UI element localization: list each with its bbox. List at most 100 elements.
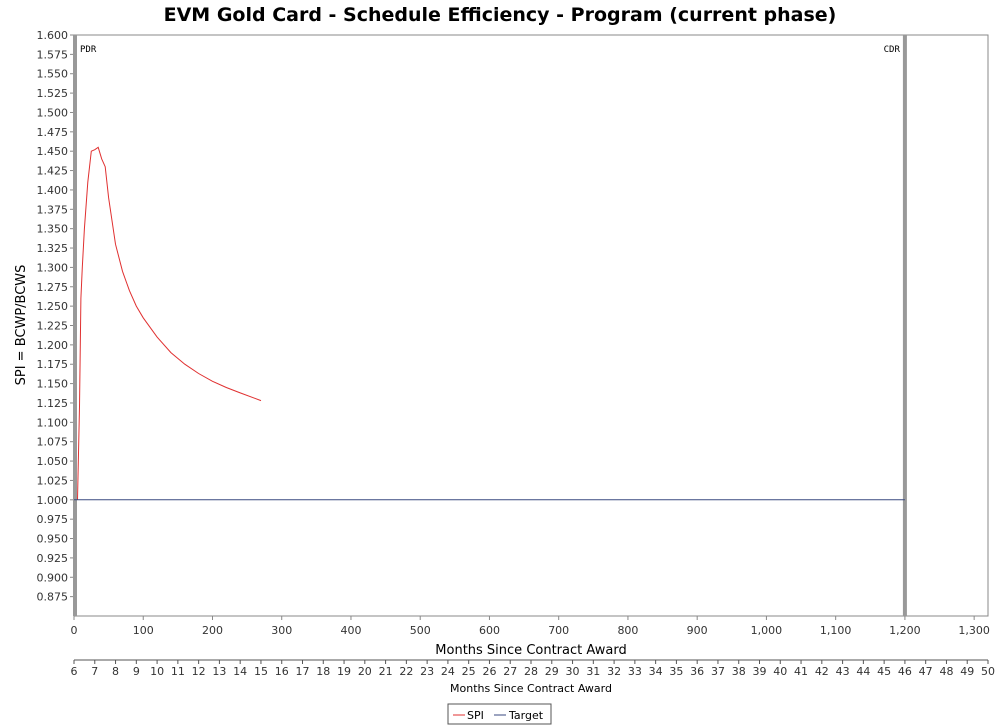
secondary-tick-label: 29 [545,665,559,678]
x-tick-label: 100 [133,624,154,637]
secondary-tick-label: 32 [607,665,621,678]
secondary-tick-label: 18 [316,665,330,678]
y-tick-label: 1.525 [37,87,69,100]
y-tick-label: 1.125 [37,397,69,410]
secondary-tick-label: 13 [212,665,226,678]
secondary-tick-label: 45 [877,665,891,678]
x-axis-title: Months Since Contract Award [435,643,626,658]
secondary-tick-label: 39 [753,665,767,678]
y-tick-label: 1.425 [37,165,69,178]
x-axis: 0 100 200 300 400 500 600 700 800 900 1,000 1,100 1,… [71,616,990,637]
secondary-tick-label: 37 [711,665,725,678]
secondary-tick-label: 23 [420,665,434,678]
x-tick-label: 900 [687,624,708,637]
y-tick-label: 1.050 [37,455,69,468]
secondary-tick-label: 19 [337,665,351,678]
secondary-tick-label: 26 [482,665,496,678]
secondary-tick-label: 49 [960,665,974,678]
secondary-tick-label: 48 [939,665,953,678]
secondary-tick-label: 21 [379,665,393,678]
secondary-tick-label: 20 [358,665,372,678]
x-tick-label: 700 [548,624,569,637]
secondary-tick-label: 22 [399,665,413,678]
secondary-tick-label: 30 [566,665,580,678]
series-line-spi [77,146,262,500]
marker-bar-pdr [73,35,77,616]
secondary-tick-label: 10 [150,665,164,678]
x-tick-label: 600 [479,624,500,637]
y-tick-label: 1.100 [37,416,69,429]
secondary-tick-label: 7 [91,665,98,678]
x-tick-label: 0 [71,624,78,637]
secondary-tick-label: 41 [794,665,808,678]
secondary-tick-label: 12 [192,665,206,678]
legend: SPI Target [447,703,552,725]
y-tick-label: 1.300 [37,261,69,274]
secondary-tick-label: 46 [898,665,912,678]
secondary-tick-label: 16 [275,665,289,678]
y-tick-label: 1.000 [37,494,69,507]
series-layer [74,146,905,501]
y-tick-label: 1.275 [37,281,69,294]
y-tick-label: 0.900 [37,571,69,584]
secondary-tick-label: 8 [112,665,119,678]
secondary-tick-label: 31 [586,665,600,678]
secondary-tick-label: 17 [296,665,310,678]
y-tick-label: 1.550 [37,68,69,81]
y-tick-label: 1.350 [37,223,69,236]
secondary-tick-label: 38 [732,665,746,678]
chart-title: EVM Gold Card - Schedule Efficiency - Pr… [164,4,837,26]
x-tick-label: 1,300 [958,624,990,637]
y-tick-label: 1.325 [37,242,69,255]
legend-target-label: Target [508,709,544,722]
secondary-tick-label: 44 [856,665,870,678]
secondary-tick-label: 11 [171,665,185,678]
y-tick-label: 1.400 [37,184,69,197]
y-axis-title: SPI = BCWP/BCWS [14,265,29,386]
secondary-tick-label: 9 [133,665,140,678]
x-tick-label: 300 [271,624,292,637]
secondary-tick-label: 40 [773,665,787,678]
y-tick-label: 1.075 [37,436,69,449]
secondary-tick-label: 15 [254,665,268,678]
y-tick-label: 0.950 [37,533,69,546]
secondary-tick-label: 47 [919,665,933,678]
secondary-tick-label: 27 [503,665,517,678]
secondary-tick-label: 43 [836,665,850,678]
legend-box [447,703,552,725]
x-tick-label: 400 [340,624,361,637]
x-tick-label: 1,000 [751,624,783,637]
secondary-tick-label: 28 [524,665,538,678]
y-tick-label: 1.575 [37,48,69,61]
secondary-tick-label: 25 [462,665,476,678]
marker-bar-cdr [902,35,907,616]
y-tick-label: 1.450 [37,145,69,158]
y-tick-label: 0.875 [37,591,69,604]
y-tick-label: 1.200 [37,339,69,352]
secondary-tick-label: 6 [71,665,78,678]
y-tick-label: 1.600 [37,29,69,42]
secondary-tick-label: 35 [669,665,683,678]
y-axis: 0.875 0.900 0.925 0.950 0.975 1.000 1.025 1.050… [37,29,74,604]
secondary-tick-label: 36 [690,665,704,678]
secondary-tick-label: 33 [628,665,642,678]
y-tick-label: 1.175 [37,358,69,371]
y-tick-label: 1.475 [37,126,69,139]
legend-spi-label: SPI [467,709,484,722]
x-tick-label: 500 [410,624,431,637]
plot-area [73,34,989,617]
x-tick-label: 1,100 [820,624,852,637]
marker-label-cdr: CDR [884,45,901,55]
secondary-x-axis-title: Months Since Contract Award [450,682,612,695]
secondary-x-axis: 6 7 8 9 10 11 12 13 14 15 16 17 18 19 20 21 22 23 24 25 26 27… [71,659,995,678]
secondary-tick-label: 24 [441,665,455,678]
secondary-tick-label: 50 [981,665,995,678]
y-tick-label: 1.150 [37,378,69,391]
y-tick-label: 1.225 [37,320,69,333]
y-tick-label: 0.925 [37,552,69,565]
y-tick-label: 1.025 [37,474,69,487]
x-tick-label: 200 [202,624,223,637]
y-tick-label: 1.250 [37,300,69,313]
y-tick-label: 0.975 [37,513,69,526]
